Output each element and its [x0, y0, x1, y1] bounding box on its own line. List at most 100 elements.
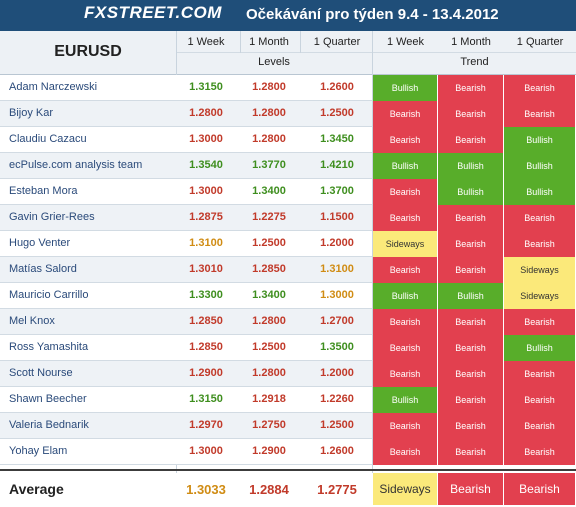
row-background: [0, 309, 372, 335]
row-divider: [0, 282, 372, 283]
average-trend-cell: Sideways: [373, 473, 437, 505]
row-background: [0, 127, 372, 153]
analyst-name[interactable]: Ross Yamashita: [9, 341, 89, 353]
trend-cell: Bullish: [504, 153, 575, 179]
row-divider: [0, 100, 372, 101]
average-level-value: 1.2775: [317, 482, 357, 497]
row-background: [0, 257, 372, 283]
row-divider: [0, 308, 372, 309]
level-value: 1.2750: [252, 419, 286, 431]
trend-cell: Bearish: [438, 257, 503, 283]
analyst-name[interactable]: Claudiu Cazacu: [9, 133, 87, 145]
row-divider: [0, 178, 372, 179]
row-divider: [0, 230, 372, 231]
level-value: 1.2500: [252, 237, 286, 249]
level-value: 1.2800: [252, 107, 286, 119]
row-divider: [0, 360, 372, 361]
table-row: ecPulse.com analysis team 1.3540 1.3770 1.4…: [0, 153, 576, 179]
trend-cell: Bearish: [504, 75, 575, 101]
level-value: 1.4210: [320, 159, 354, 171]
trend-cell: Bullish: [373, 75, 437, 101]
trend-cell: Sideways: [504, 257, 575, 283]
row-background: [0, 231, 372, 257]
trend-cell: Bearish: [504, 231, 575, 257]
analyst-name[interactable]: Yohay Elam: [9, 445, 68, 457]
row-background: [0, 413, 372, 439]
level-value: 1.2600: [320, 445, 354, 457]
row-background: [0, 361, 372, 387]
analyst-name[interactable]: Adam Narczewski: [9, 81, 98, 93]
trend-cell: Bullish: [438, 153, 503, 179]
level-value: 1.2500: [320, 419, 354, 431]
level-column-divider: [240, 31, 241, 53]
level-value: 1.2600: [320, 81, 354, 93]
trend-cell: Bullish: [373, 387, 437, 413]
row-divider: [0, 256, 372, 257]
trend-cell: Bullish: [504, 179, 575, 205]
trend-cell: Bearish: [373, 127, 437, 153]
row-divider: [0, 412, 372, 413]
table-row: Matías Salord 1.3010 1.2850 1.3100 Bearish Be…: [0, 257, 576, 283]
table-row: Gavin Grier-Rees 1.2875 1.2275 1.1500 Bearis…: [0, 205, 576, 231]
analyst-name[interactable]: Mauricio Carrillo: [9, 289, 89, 301]
row-background: [0, 439, 372, 465]
average-trend-cell: Bearish: [504, 473, 575, 505]
table-row: Scott Nourse 1.2900 1.2800 1.2000 Bearish Bea…: [0, 361, 576, 387]
trend-cell: Bearish: [438, 205, 503, 231]
analyst-name[interactable]: Matías Salord: [9, 263, 77, 275]
analyst-name[interactable]: ecPulse.com analysis team: [9, 159, 143, 171]
level-value: 1.2850: [189, 341, 223, 353]
trend-cell: Bearish: [373, 257, 437, 283]
analyst-name[interactable]: Hugo Venter: [9, 237, 71, 249]
level-value: 1.3450: [320, 133, 354, 145]
trend-header: Trend: [460, 56, 489, 68]
level-value: 1.2850: [252, 263, 286, 275]
table-row: Yohay Elam 1.3000 1.2900 1.2600 Bearish Beari…: [0, 439, 576, 465]
level-value: 1.3770: [252, 159, 286, 171]
trend-cell: Bullish: [438, 283, 503, 309]
analyst-name[interactable]: Shawn Beecher: [9, 393, 87, 405]
level-value: 1.3150: [189, 81, 223, 93]
fxstreet-logo[interactable]: FXSTREET.COM: [84, 3, 222, 22]
trend-cell: Bullish: [504, 127, 575, 153]
trend-cell: Bullish: [438, 179, 503, 205]
level-value: 1.2900: [252, 445, 286, 457]
analyst-name[interactable]: Mel Knox: [9, 315, 55, 327]
trend-period-header: 1 Month: [451, 36, 491, 48]
analyst-name[interactable]: Valeria Bednarik: [9, 419, 89, 431]
trend-cell: Bearish: [438, 127, 503, 153]
table-row: Valeria Bednarik 1.2970 1.2750 1.2500 Bearis…: [0, 413, 576, 439]
row-background: [0, 283, 372, 309]
level-value: 1.3150: [189, 393, 223, 405]
trend-cell: Bearish: [438, 387, 503, 413]
level-value: 1.3500: [320, 341, 354, 353]
level-value: 1.2875: [189, 211, 223, 223]
column-divider: [372, 31, 373, 473]
trend-cell: Bearish: [373, 101, 437, 127]
trend-cell: Bearish: [438, 413, 503, 439]
trend-cell: Bearish: [438, 75, 503, 101]
level-period-header: 1 Month: [249, 36, 289, 48]
trend-cell: Bearish: [504, 413, 575, 439]
level-value: 1.2850: [189, 315, 223, 327]
row-background: [0, 387, 372, 413]
level-value: 1.3010: [189, 263, 223, 275]
table-row: Adam Narczewski 1.3150 1.2800 1.2600 Bullish…: [0, 75, 576, 101]
average-label: Average: [9, 481, 64, 497]
trend-cell: Bearish: [373, 205, 437, 231]
trend-cell: Bearish: [504, 309, 575, 335]
analyst-name[interactable]: Esteban Mora: [9, 185, 78, 197]
analyst-name[interactable]: Gavin Grier-Rees: [9, 211, 95, 223]
level-value: 1.3000: [189, 445, 223, 457]
analyst-name[interactable]: Scott Nourse: [9, 367, 73, 379]
level-value: 1.2900: [189, 367, 223, 379]
level-value: 1.2800: [252, 315, 286, 327]
table-row: Shawn Beecher 1.3150 1.2918 1.2260 Bullish Be…: [0, 387, 576, 413]
row-divider: [0, 126, 372, 127]
row-background: [0, 75, 372, 101]
trend-cell: Bearish: [438, 101, 503, 127]
level-value: 1.3100: [189, 237, 223, 249]
analyst-name[interactable]: Bijoy Kar: [9, 107, 54, 119]
level-value: 1.2800: [252, 133, 286, 145]
level-value: 1.3700: [320, 185, 354, 197]
